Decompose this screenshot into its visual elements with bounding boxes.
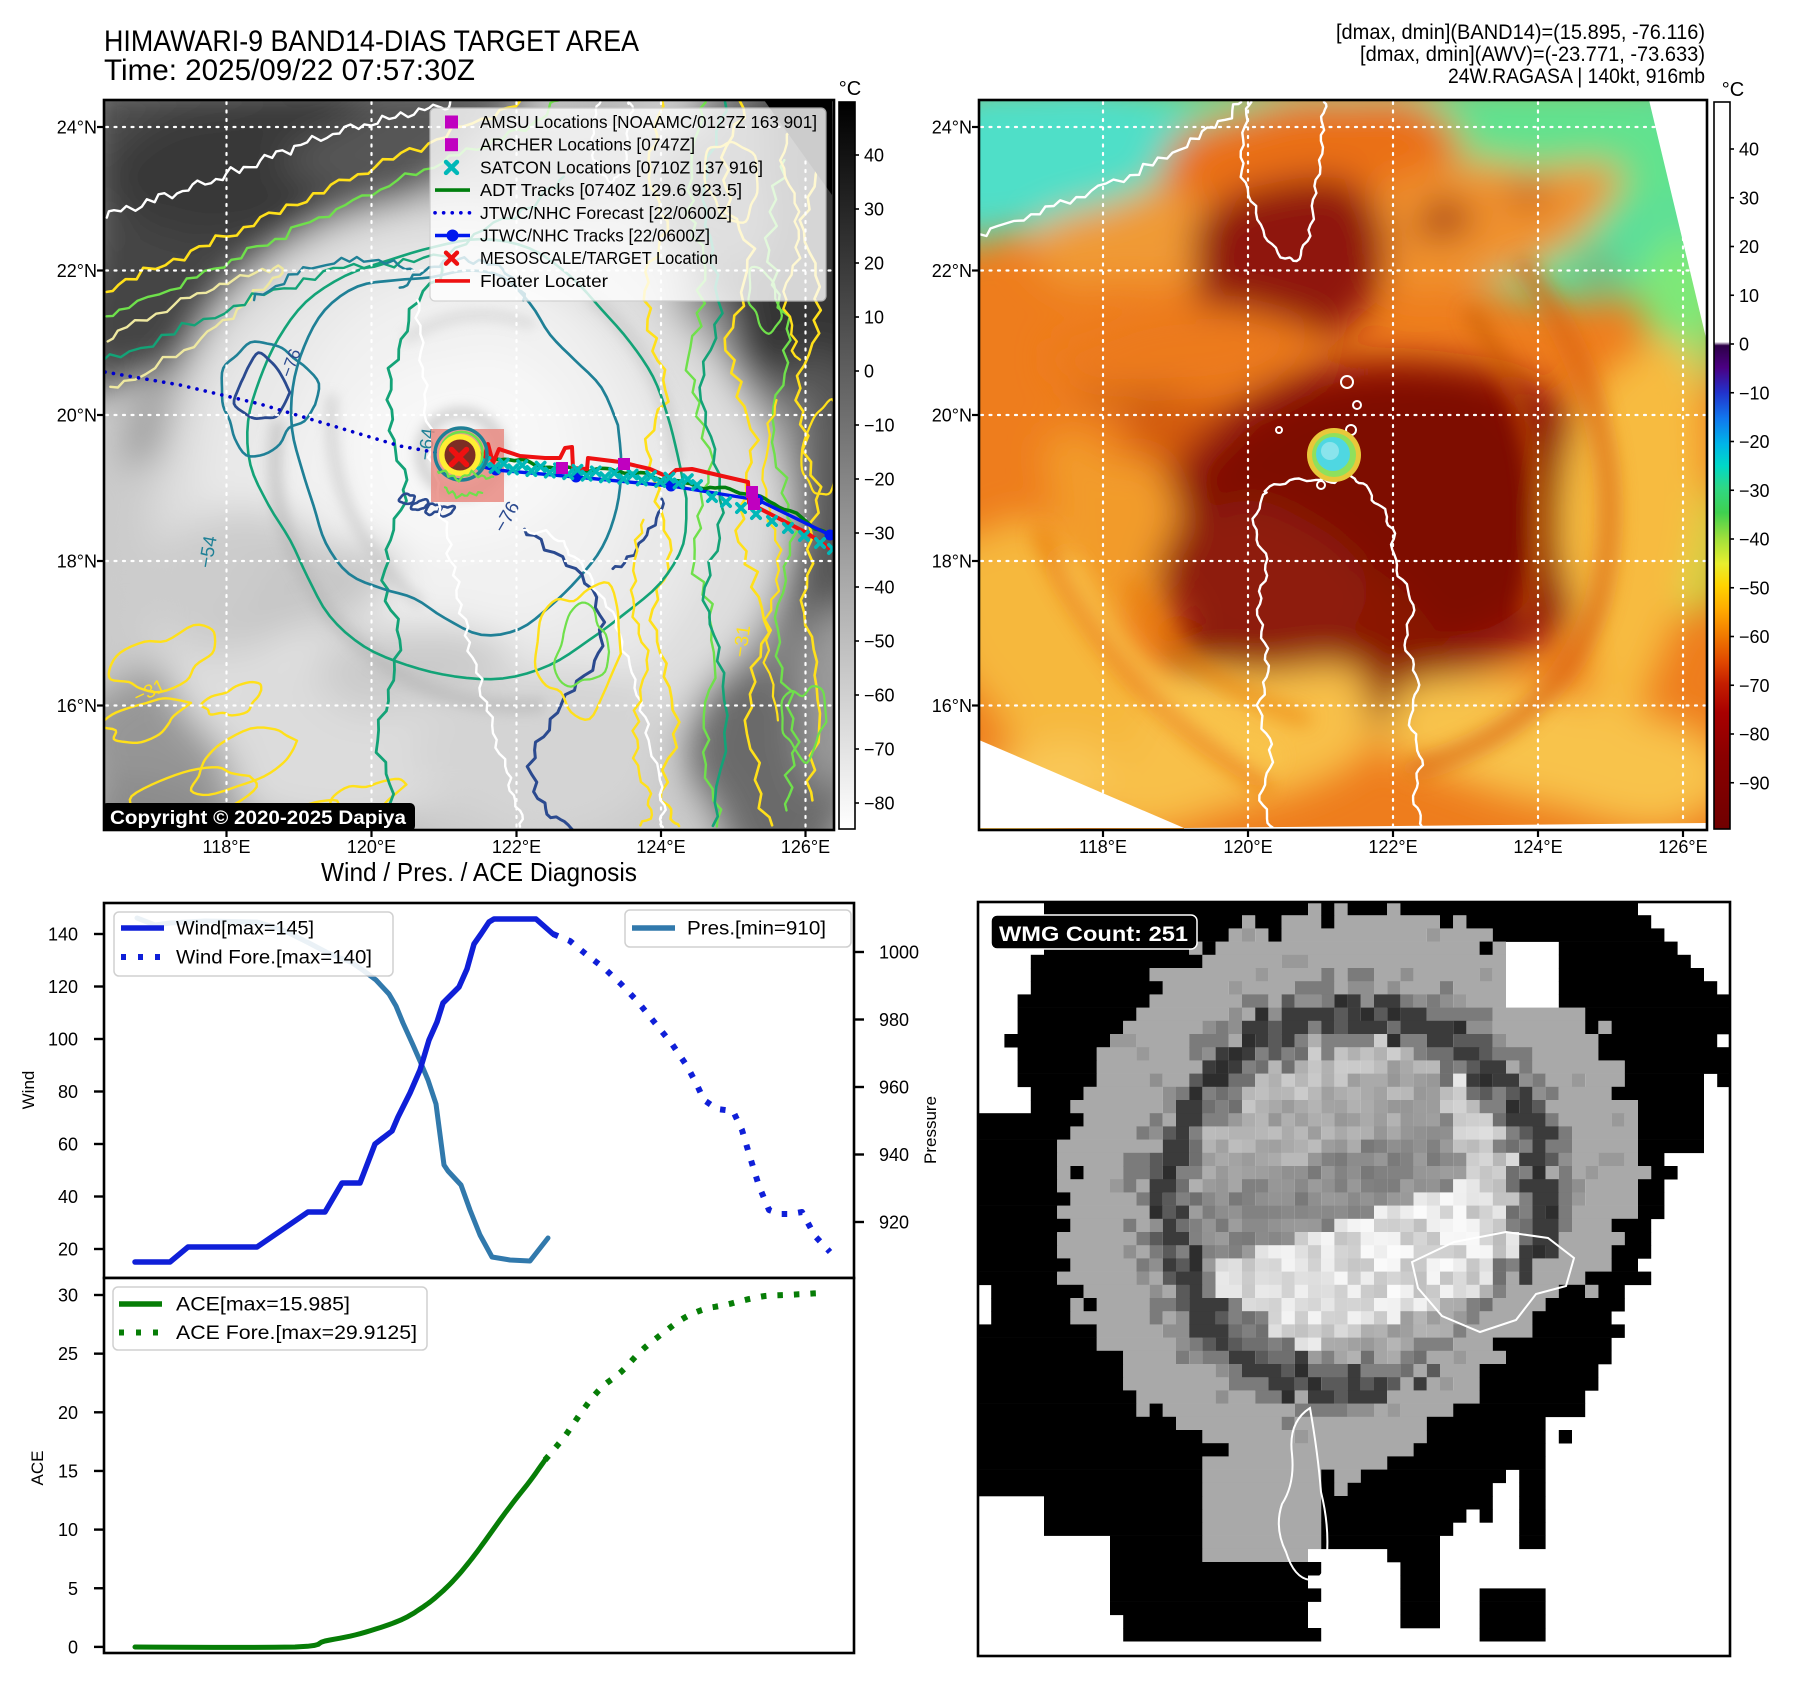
svg-text:15: 15 bbox=[58, 1461, 78, 1481]
svg-text:0: 0 bbox=[864, 362, 874, 382]
svg-text:20: 20 bbox=[1739, 237, 1759, 257]
svg-text:Wind Fore.[max=140]: Wind Fore.[max=140] bbox=[176, 948, 372, 969]
svg-text:−40: −40 bbox=[1739, 530, 1770, 550]
svg-text:126°E: 126°E bbox=[781, 837, 830, 857]
svg-text:−20: −20 bbox=[864, 470, 895, 490]
svg-text:20: 20 bbox=[58, 1403, 78, 1423]
svg-text:JTWC/NHC Forecast [22/0600Z]: JTWC/NHC Forecast [22/0600Z] bbox=[480, 203, 732, 223]
svg-text:Copyright © 2020-2025 Dapiya: Copyright © 2020-2025 Dapiya bbox=[110, 807, 406, 829]
svg-text:[dmax, dmin](BAND14)=(15.895,: [dmax, dmin](BAND14)=(15.895, -76.116) bbox=[1336, 20, 1705, 44]
svg-text:24°N: 24°N bbox=[932, 118, 972, 138]
svg-text:Pressure: Pressure bbox=[921, 1096, 940, 1164]
svg-text:−10: −10 bbox=[864, 416, 895, 436]
svg-text:120°E: 120°E bbox=[1223, 837, 1272, 857]
svg-text:JTWC/NHC Tracks [22/0600Z]: JTWC/NHC Tracks [22/0600Z] bbox=[480, 226, 710, 246]
svg-text:920: 920 bbox=[879, 1213, 909, 1233]
svg-text:140: 140 bbox=[48, 925, 78, 945]
svg-text:60: 60 bbox=[58, 1135, 78, 1155]
svg-text:ADT Tracks [0740Z 129.6 923.5]: ADT Tracks [0740Z 129.6 923.5] bbox=[480, 180, 742, 200]
svg-text:Time: 2025/09/22 07:57:30Z: Time: 2025/09/22 07:57:30Z bbox=[104, 54, 475, 87]
svg-text:16°N: 16°N bbox=[932, 696, 972, 716]
svg-text:0: 0 bbox=[1739, 335, 1749, 355]
svg-text:80: 80 bbox=[58, 1082, 78, 1102]
svg-text:−70: −70 bbox=[864, 740, 895, 760]
svg-text:0: 0 bbox=[68, 1637, 78, 1657]
svg-text:22°N: 22°N bbox=[57, 261, 97, 281]
svg-text:40: 40 bbox=[864, 146, 884, 166]
svg-text:ACE: ACE bbox=[28, 1451, 47, 1486]
svg-text:−80: −80 bbox=[864, 794, 895, 814]
svg-text:25: 25 bbox=[58, 1344, 78, 1364]
svg-text:ACE[max=15.985]: ACE[max=15.985] bbox=[176, 1295, 350, 1316]
svg-text:24°N: 24°N bbox=[57, 118, 97, 138]
svg-text:980: 980 bbox=[879, 1010, 909, 1030]
svg-text:10: 10 bbox=[864, 308, 884, 328]
svg-text:Wind: Wind bbox=[19, 1071, 38, 1110]
svg-text:126°E: 126°E bbox=[1658, 837, 1707, 857]
svg-text:100: 100 bbox=[48, 1030, 78, 1050]
svg-text:30: 30 bbox=[864, 200, 884, 220]
svg-text:°C: °C bbox=[1722, 79, 1744, 101]
svg-text:10: 10 bbox=[1739, 286, 1759, 306]
svg-text:−30: −30 bbox=[1739, 481, 1770, 501]
svg-text:−50: −50 bbox=[1739, 578, 1770, 598]
svg-text:−80: −80 bbox=[1739, 725, 1770, 745]
svg-text:120°E: 120°E bbox=[347, 837, 396, 857]
svg-text:−50: −50 bbox=[864, 632, 895, 652]
svg-text:ACE Fore.[max=29.9125]: ACE Fore.[max=29.9125] bbox=[176, 1323, 417, 1344]
svg-text:SATCON Locations [0710Z 137 91: SATCON Locations [0710Z 137 916] bbox=[480, 157, 763, 177]
svg-text:960: 960 bbox=[879, 1078, 909, 1098]
svg-text:−30: −30 bbox=[864, 524, 895, 544]
svg-text:18°N: 18°N bbox=[57, 552, 97, 572]
svg-text:HIMAWARI-9 BAND14-DIAS TARGET: HIMAWARI-9 BAND14-DIAS TARGET AREA bbox=[104, 25, 639, 58]
svg-text:−20: −20 bbox=[1739, 432, 1770, 452]
svg-text:Wind / Pres. / ACE Diagnosis: Wind / Pres. / ACE Diagnosis bbox=[321, 857, 637, 887]
svg-text:1000: 1000 bbox=[879, 943, 919, 963]
svg-text:18°N: 18°N bbox=[932, 552, 972, 572]
svg-text:WMG Count: 251: WMG Count: 251 bbox=[999, 923, 1188, 946]
svg-text:−10: −10 bbox=[1739, 383, 1770, 403]
svg-text:124°E: 124°E bbox=[636, 837, 685, 857]
svg-text:20: 20 bbox=[58, 1240, 78, 1260]
svg-text:124°E: 124°E bbox=[1513, 837, 1562, 857]
svg-text:120: 120 bbox=[48, 977, 78, 997]
svg-text:−60: −60 bbox=[864, 686, 895, 706]
svg-text:5: 5 bbox=[68, 1579, 78, 1599]
svg-text:20°N: 20°N bbox=[932, 406, 972, 426]
svg-text:MESOSCALE/TARGET Location: MESOSCALE/TARGET Location bbox=[480, 248, 718, 268]
svg-text:40: 40 bbox=[1739, 140, 1759, 160]
svg-text:AMSU Locations [NOAAMC/0127Z 1: AMSU Locations [NOAAMC/0127Z 163 901] bbox=[480, 112, 817, 132]
svg-text:30: 30 bbox=[1739, 188, 1759, 208]
svg-text:16°N: 16°N bbox=[57, 696, 97, 716]
svg-text:40: 40 bbox=[58, 1187, 78, 1207]
svg-text:24W.RAGASA | 140kt, 916mb: 24W.RAGASA | 140kt, 916mb bbox=[1448, 64, 1705, 88]
svg-text:20°N: 20°N bbox=[57, 406, 97, 426]
svg-text:−90: −90 bbox=[1739, 773, 1770, 793]
svg-text:ARCHER Locations [0747Z]: ARCHER Locations [0747Z] bbox=[480, 135, 695, 155]
svg-text:Floater Locater: Floater Locater bbox=[480, 271, 608, 291]
svg-text:[dmax, dmin](AWV)=(-23.771, -7: [dmax, dmin](AWV)=(-23.771, -73.633) bbox=[1360, 42, 1705, 66]
svg-text:−70: −70 bbox=[1739, 676, 1770, 696]
svg-text:118°E: 118°E bbox=[1079, 837, 1127, 857]
svg-text:Wind[max=145]: Wind[max=145] bbox=[176, 919, 314, 940]
svg-text:940: 940 bbox=[879, 1145, 909, 1165]
svg-text:10: 10 bbox=[58, 1520, 78, 1540]
svg-text:122°E: 122°E bbox=[1368, 837, 1417, 857]
svg-text:−60: −60 bbox=[1739, 627, 1770, 647]
svg-text:30: 30 bbox=[58, 1286, 78, 1306]
svg-text:Pres.[min=910]: Pres.[min=910] bbox=[687, 919, 826, 940]
svg-text:22°N: 22°N bbox=[932, 261, 972, 281]
svg-text:−31: −31 bbox=[730, 624, 755, 659]
svg-text:20: 20 bbox=[864, 254, 884, 274]
svg-text:−40: −40 bbox=[864, 578, 895, 598]
svg-text:118°E: 118°E bbox=[203, 837, 251, 857]
svg-text:°C: °C bbox=[839, 78, 861, 100]
svg-text:122°E: 122°E bbox=[492, 837, 541, 857]
